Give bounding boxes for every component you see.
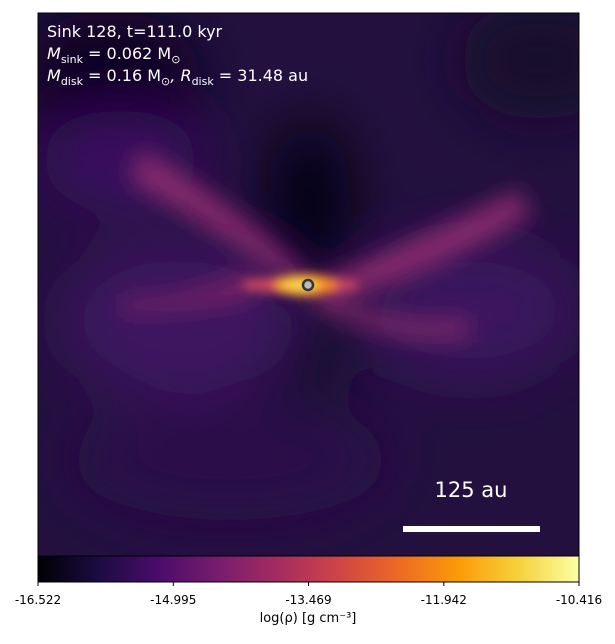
scale-bar-label: 125 au bbox=[435, 478, 508, 502]
scale-bar bbox=[403, 526, 540, 532]
annotations: Sink 128, t=111.0 kyr Msink = 0.062 M⊙ Mdi… bbox=[47, 22, 308, 88]
colorbar-tick-label: -16.522 bbox=[15, 593, 61, 607]
annotation-segment: ⊙ bbox=[161, 75, 170, 88]
annotation-segment: disk bbox=[192, 75, 215, 88]
annotation-segment: M bbox=[47, 66, 61, 85]
annotation-segment: , R bbox=[170, 66, 191, 85]
colorbar-tick-label: -10.416 bbox=[556, 593, 602, 607]
colorbar-tick-label: -14.995 bbox=[150, 593, 196, 607]
colorbar-label: log(ρ) [g cm⁻³] bbox=[260, 611, 357, 626]
annotation-segment: = 0.16 M bbox=[83, 66, 161, 85]
colorbar-tick-label: -13.469 bbox=[285, 593, 331, 607]
annotation-segment: Sink 128, t=111.0 kyr bbox=[47, 22, 223, 41]
annotation-segment: sink bbox=[61, 53, 84, 66]
annotation-segment: = 31.48 au bbox=[214, 66, 308, 85]
colorbar-tick-label: -11.942 bbox=[421, 593, 467, 607]
annotation-segment: ⊙ bbox=[171, 53, 180, 66]
colorbar bbox=[37, 555, 580, 583]
annotation-segment: disk bbox=[61, 75, 84, 88]
density-image bbox=[38, 13, 579, 556]
annotation-segment: = 0.062 M bbox=[83, 44, 171, 63]
annotation-segment: M bbox=[47, 44, 61, 63]
